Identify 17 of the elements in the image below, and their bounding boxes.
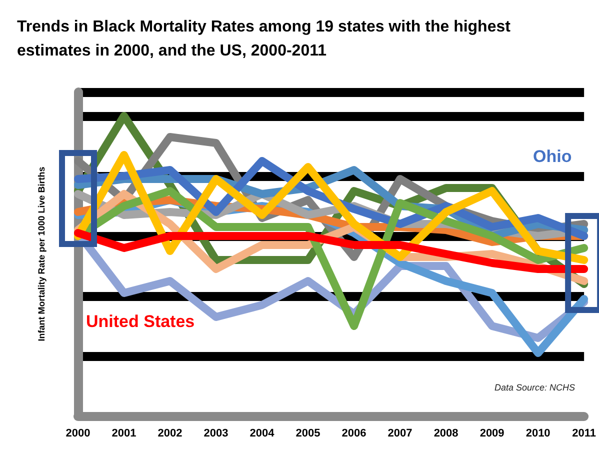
y-axis-title: Infant Mortality Rate per 1000 Live Births	[36, 166, 46, 342]
chart-title: Trends in Black Mortality Rates among 19 states with the highest estimates in 2000, and the US, 2000-2011	[17, 18, 515, 60]
annotation: Data Source: NCHS	[494, 382, 575, 392]
x-tick-label: 2004	[250, 428, 276, 440]
x-tick-label: 2005	[296, 428, 320, 440]
x-tick-label: 2002	[158, 428, 182, 440]
x-tick-label: 2008	[434, 428, 458, 440]
x-tick-label: 2001	[112, 428, 136, 440]
x-tick-label: 2009	[480, 428, 504, 440]
x-tick-label: 2000	[66, 428, 90, 440]
x-tick-label: 2003	[204, 428, 228, 440]
x-tick-label: 2007	[388, 428, 412, 440]
text: United States	[86, 312, 195, 331]
text: Ohio	[533, 147, 572, 166]
x-tick-label: 2010	[526, 428, 550, 440]
x-tick-label: 2011	[572, 428, 596, 440]
x-tick-label: 2006	[342, 428, 366, 440]
